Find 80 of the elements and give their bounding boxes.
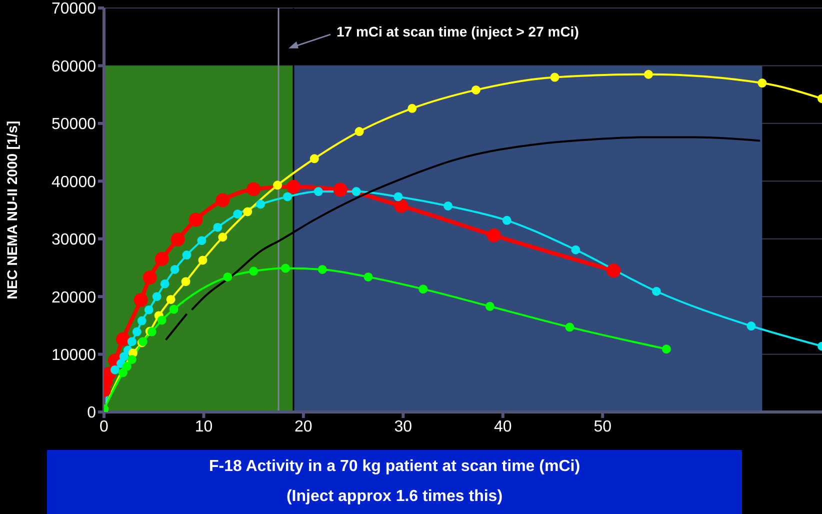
point <box>444 201 453 210</box>
point <box>394 192 403 202</box>
text: (Inject approx 1.6 times this) <box>285 487 504 507</box>
x-tick-label: 10 <box>194 418 213 436</box>
x-tick-label: 50 <box>594 418 612 436</box>
point <box>243 207 252 216</box>
point <box>182 250 192 260</box>
point <box>170 232 185 246</box>
point <box>160 279 170 288</box>
x-tick-label: 0 <box>100 418 109 436</box>
point <box>118 368 128 378</box>
point <box>119 352 128 362</box>
point <box>758 78 767 88</box>
point <box>364 272 373 282</box>
annotation: 17 mCi at scan time (inject > 27 mCi) <box>336 23 579 40</box>
point <box>197 236 206 246</box>
point <box>273 180 282 190</box>
point <box>282 192 292 202</box>
point <box>127 337 136 346</box>
point <box>216 193 230 208</box>
x-tick-label: 40 <box>494 418 512 436</box>
x-tick-label: 20 <box>294 418 312 436</box>
y-tick-label: 60000 <box>52 58 96 76</box>
point <box>166 294 176 304</box>
point <box>286 180 300 194</box>
x-tick-label: 30 <box>394 418 412 436</box>
point <box>352 187 361 196</box>
point <box>246 182 261 196</box>
point <box>550 72 560 82</box>
point <box>644 70 653 79</box>
point <box>122 362 132 371</box>
point <box>144 305 154 314</box>
point <box>233 210 242 219</box>
point <box>394 198 408 213</box>
y-tick-label: 30000 <box>52 232 96 249</box>
y-tick-label: 20000 <box>52 289 96 306</box>
x-axis-title: F-18 Activity in a 70 kg patient at scan time (mCi) <box>208 457 582 477</box>
point <box>116 332 130 346</box>
point <box>127 354 136 364</box>
point <box>256 200 266 209</box>
point <box>310 154 319 164</box>
point <box>280 264 290 273</box>
y-tick-label: 70000 <box>52 0 96 18</box>
point <box>157 316 166 325</box>
point <box>662 344 671 354</box>
y-tick-label: 10000 <box>52 346 96 364</box>
point <box>746 322 756 331</box>
point <box>314 187 323 196</box>
point <box>154 252 169 266</box>
point <box>249 266 258 276</box>
point <box>502 216 512 225</box>
point <box>223 272 232 282</box>
y-axis-title: NEC NEMA NU-II 2000 [1/s] <box>4 120 20 300</box>
point <box>218 232 228 242</box>
point <box>408 104 417 113</box>
point <box>134 293 148 308</box>
point <box>418 284 428 294</box>
point <box>152 292 162 302</box>
point <box>486 228 501 242</box>
point <box>652 286 661 296</box>
point <box>318 264 327 274</box>
point <box>137 316 146 326</box>
point <box>142 270 157 285</box>
point <box>571 245 580 254</box>
point <box>132 327 142 336</box>
point <box>169 304 178 314</box>
y-tick-label: 40000 <box>52 174 96 191</box>
point <box>170 264 180 274</box>
point <box>354 127 364 136</box>
point <box>471 85 480 94</box>
point <box>213 222 222 232</box>
point <box>198 256 208 265</box>
y-tick-label: 0 <box>87 404 96 422</box>
point <box>333 182 348 197</box>
point <box>606 264 621 278</box>
y-tick-label: 50000 <box>52 116 96 134</box>
point <box>565 322 574 332</box>
point <box>188 212 203 227</box>
point <box>181 277 190 286</box>
point <box>485 302 494 311</box>
